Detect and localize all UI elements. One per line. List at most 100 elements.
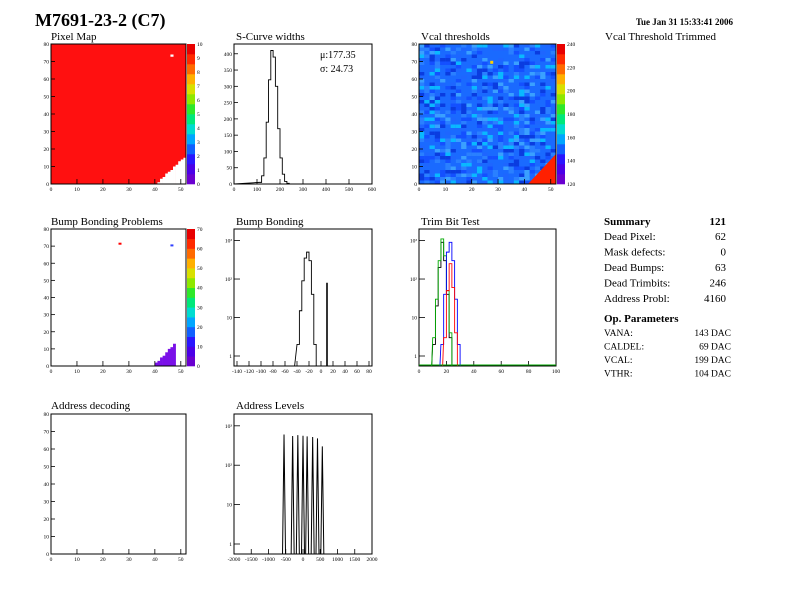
bump-bonding-problems-ytick-label: 80 <box>44 227 50 233</box>
vcal-cell <box>450 166 456 170</box>
bump-bonding-problems-ytick-label: 40 <box>44 296 50 302</box>
vcal-cell <box>534 72 541 76</box>
trim-bit-test-xtick-label: 20 <box>444 369 450 375</box>
bump-bonding-problems-ytick-label: 0 <box>46 364 49 370</box>
vcal-cell <box>424 44 430 48</box>
bump-problem-pixel-blue <box>170 244 174 247</box>
vcal-cell <box>466 82 472 86</box>
bump-bonding-problems-zbar-label: 50 <box>197 266 203 272</box>
vcal-cell <box>434 124 441 128</box>
pixel-map-zbar-cell <box>187 74 195 85</box>
vcal-thresholds-zbar-cell <box>557 114 565 125</box>
vcal-cell <box>424 156 430 160</box>
vcal-cell <box>524 89 530 93</box>
vcal-cell <box>492 173 499 177</box>
vcal-cell <box>450 117 456 121</box>
vcal-cell <box>550 72 556 76</box>
vcal-cell <box>476 96 483 100</box>
vcal-cell <box>503 65 509 69</box>
vcal-cell <box>461 103 467 107</box>
vcal-cell <box>545 128 551 132</box>
vcal-cell <box>429 145 435 149</box>
pixel-map-zbar-label: 10 <box>197 42 203 48</box>
op-param-value: 69 DAC <box>699 343 731 353</box>
pixel-map-zbar-label: 6 <box>197 98 200 104</box>
vcal-cell <box>550 58 556 62</box>
bump-bonding-problems-xtick-label: 20 <box>100 369 106 375</box>
scurve-widths-ytick-label: 400 <box>224 52 233 58</box>
bump-bonding-problems-zbar-cell <box>187 287 195 298</box>
vcal-cell <box>482 131 488 135</box>
vcal-cell <box>450 135 456 139</box>
vcal-cell <box>524 170 530 174</box>
bump-bonding-problems-ytick-label: 30 <box>44 313 50 319</box>
trim-bit-test-xtick-label: 80 <box>526 369 532 375</box>
vcal-cell <box>434 117 441 121</box>
bump-bonding-problems-ytick-label: 20 <box>44 330 50 336</box>
vcal-cell <box>482 170 488 174</box>
vcal-cell <box>455 65 462 69</box>
vcal-cell <box>445 163 451 167</box>
pixel-map-zbar-cell <box>187 114 195 125</box>
bump-bonding-problems-ytick-label: 10 <box>44 347 50 353</box>
vcal-thresholds-zbar-cell <box>557 164 565 175</box>
address-levels-xtick-label: -500 <box>281 557 291 563</box>
vcal-cell <box>471 75 477 79</box>
bump-problem-cell <box>167 348 171 366</box>
vcal-cell <box>461 128 467 132</box>
vcal-cell <box>429 61 435 65</box>
vcal-cell <box>466 177 472 181</box>
vcal-cell <box>461 142 467 146</box>
vcal-thresholds-zbar-cell <box>557 84 565 95</box>
vcal-cell <box>424 86 430 90</box>
vcal-cell <box>513 135 520 139</box>
vcal-cell <box>519 145 525 149</box>
vcal-cell <box>519 114 525 118</box>
vcal-cell <box>471 142 477 146</box>
vcal-cell <box>455 100 462 104</box>
vcal-cell <box>461 110 467 114</box>
vcal-cell <box>540 68 546 72</box>
vcal-cell <box>419 131 425 135</box>
vcal-cell <box>550 51 556 55</box>
pixel-map-dead-cell <box>180 159 184 184</box>
vcal-cell <box>466 131 472 135</box>
vcal-cell <box>434 138 441 142</box>
vcal-cell <box>513 121 520 125</box>
vcal-cell <box>550 44 556 48</box>
vcal-cell <box>440 177 446 181</box>
op-param-label: CALDEL: <box>604 343 644 353</box>
vcal-cell <box>450 156 456 160</box>
vcal-cell <box>519 72 525 76</box>
vcal-cell <box>419 47 425 51</box>
bump-problem-cell <box>154 362 158 366</box>
vcal-cell <box>466 142 472 146</box>
vcal-cell <box>424 180 430 184</box>
vcal-cell <box>476 138 483 142</box>
vcal-thresholds-zbar-cell <box>557 104 565 115</box>
vcal-cell <box>471 47 477 51</box>
vcal-cell <box>445 117 451 121</box>
vcal-cell <box>445 47 451 51</box>
address-decoding-title: Address decoding <box>51 400 131 412</box>
vcal-cell <box>461 75 467 79</box>
bump-bonding-problems-ytick-label: 50 <box>44 278 50 284</box>
vcal-cell <box>524 82 530 86</box>
vcal-cell <box>471 131 477 135</box>
vcal-cell <box>519 93 525 97</box>
vcal-cell <box>492 75 499 79</box>
vcal-cell <box>471 152 477 156</box>
vcal-cell <box>545 121 551 125</box>
vcal-cell <box>487 72 493 76</box>
vcal-cell <box>450 180 456 184</box>
vcal-cell <box>524 44 530 48</box>
vcal-cell <box>519 166 525 170</box>
vcal-cell <box>450 177 456 181</box>
summary-row-value: 63 <box>715 262 727 274</box>
bump-bonding-ytick-label: 1 <box>229 354 232 360</box>
vcal-cell <box>524 152 530 156</box>
vcal-cell <box>461 131 467 135</box>
vcal-cell <box>466 159 472 163</box>
address-level-peak <box>282 434 287 555</box>
vcal-cell <box>476 145 483 149</box>
